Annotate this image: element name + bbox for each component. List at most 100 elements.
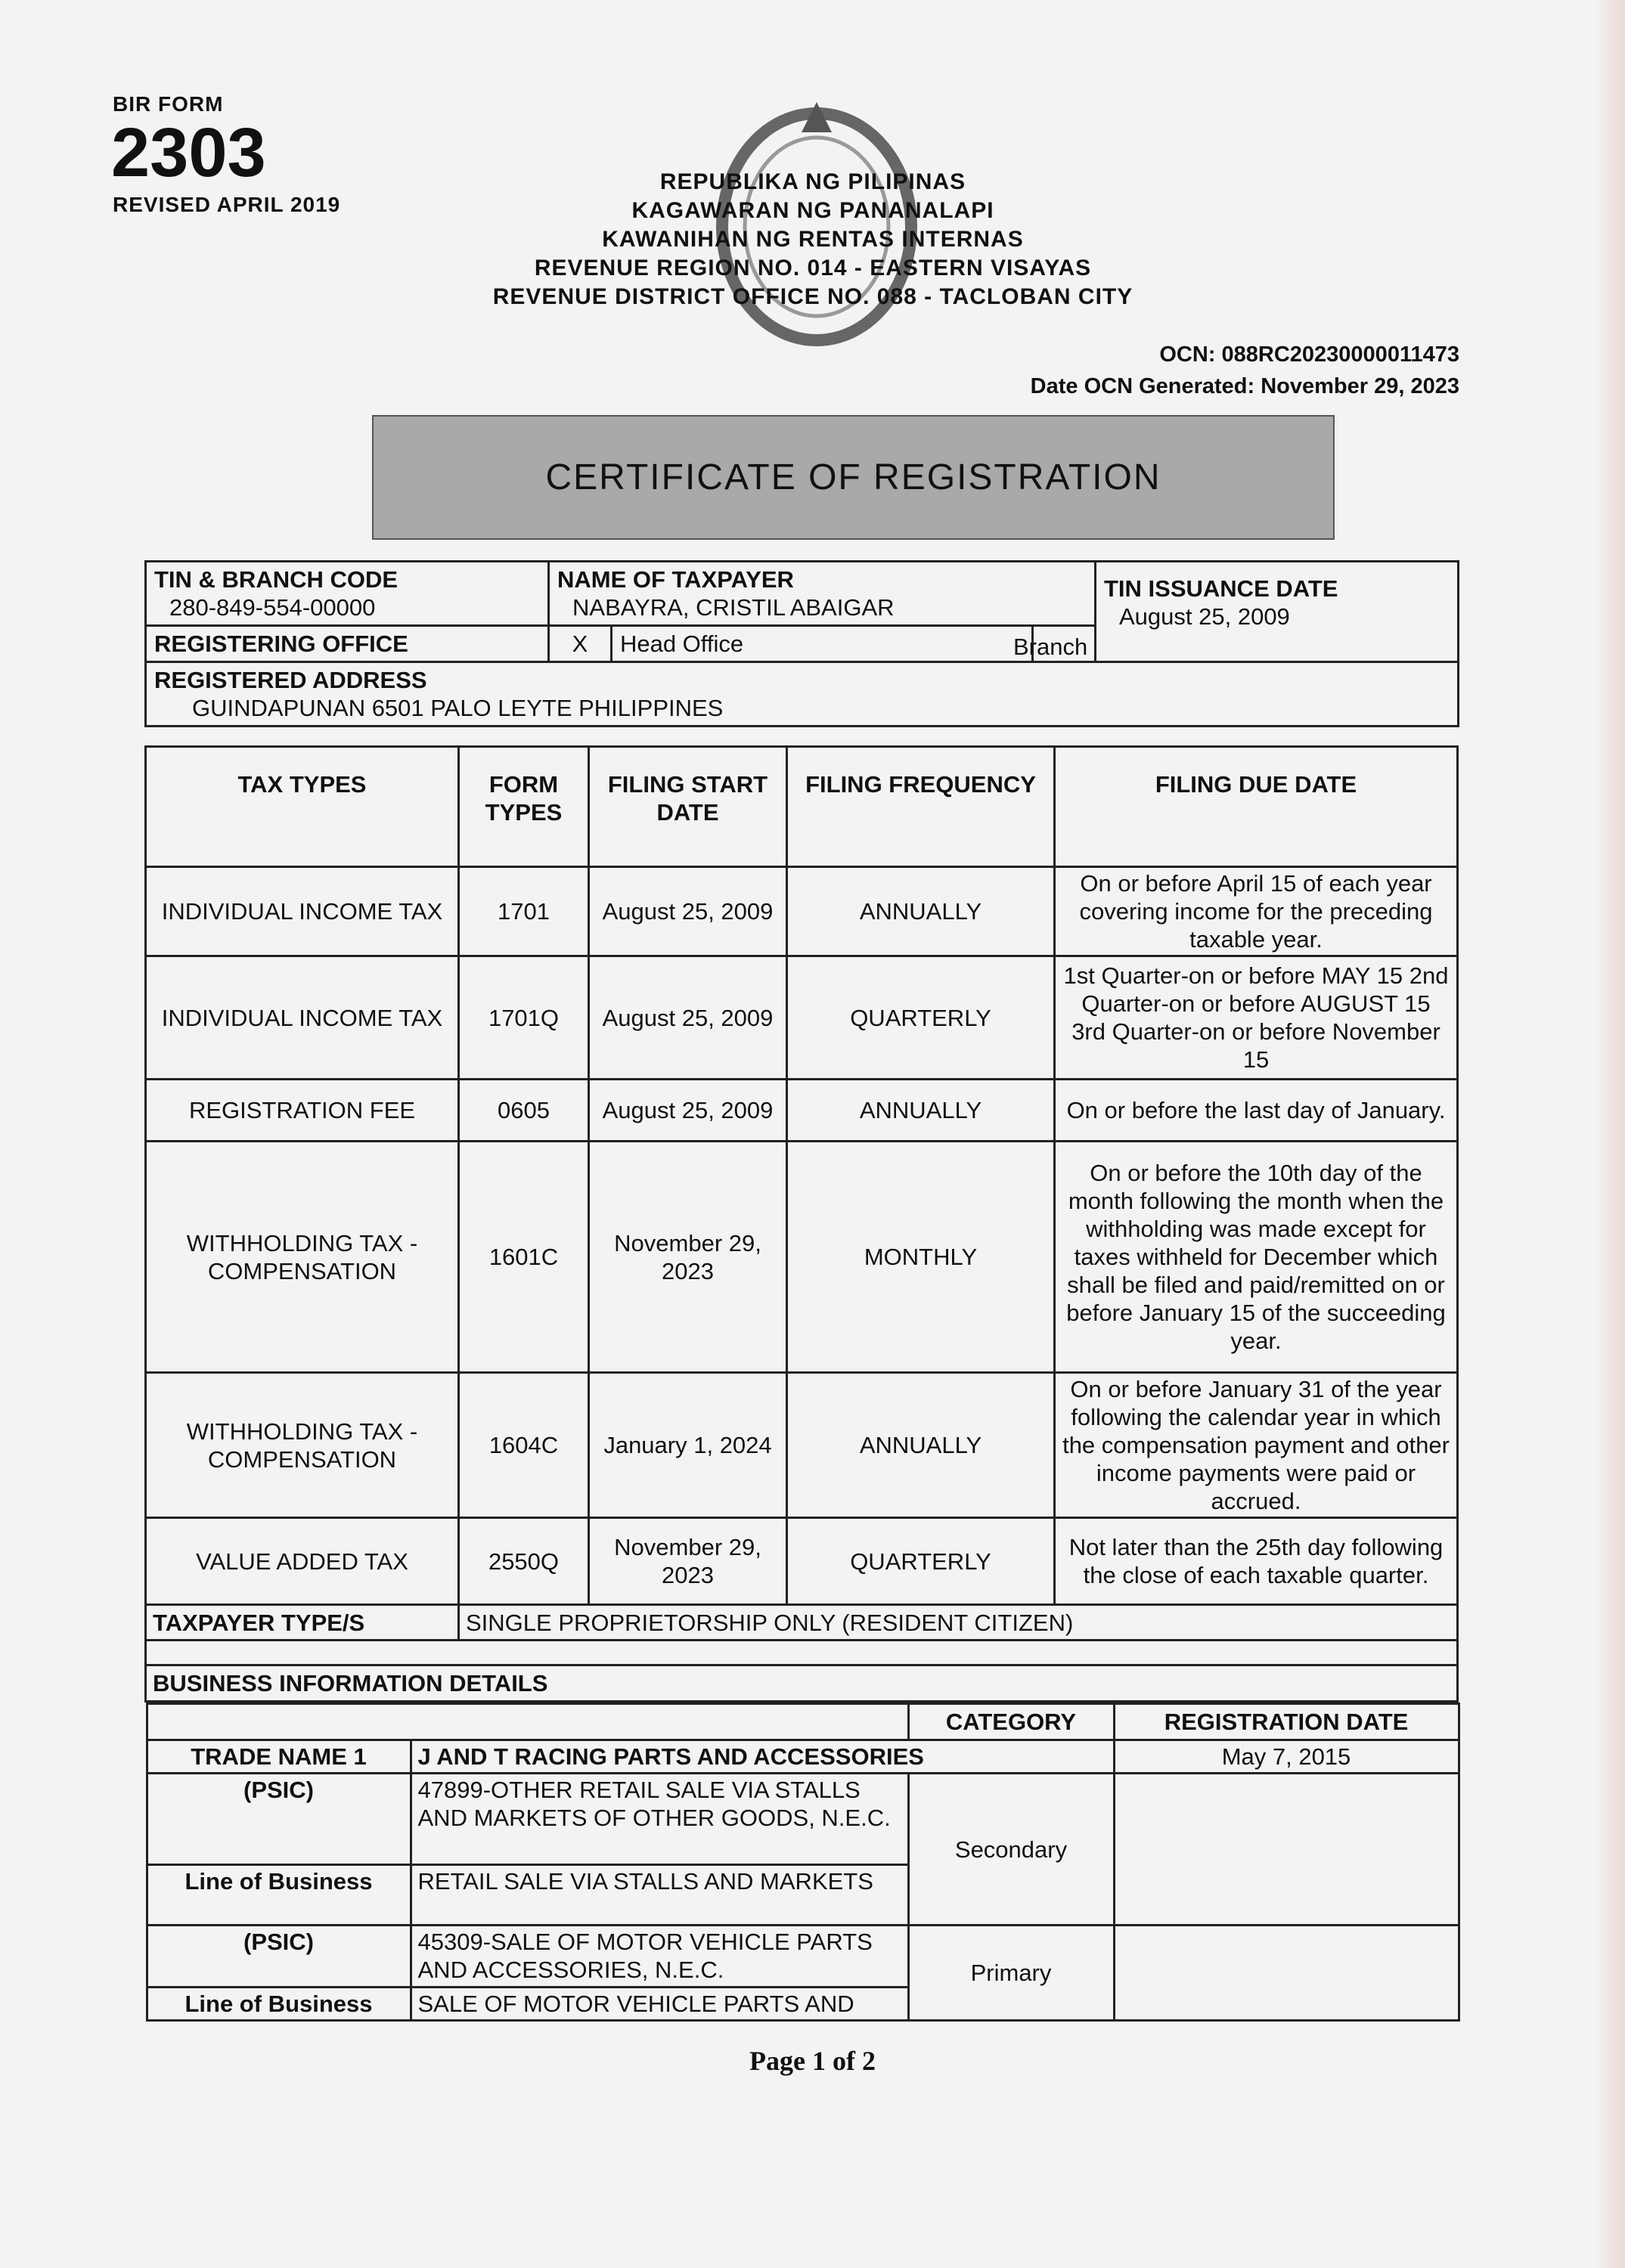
table-row: INDIVIDUAL INCOME TAX 1701Q August 25, 200… [144,955,1459,1080]
agency-header: REPUBLIKA NG PILIPINAS KAGAWARAN NG PANA… [378,168,1248,311]
issuance-value: August 25, 2009 [1119,603,1290,630]
spacer [144,1639,1459,1666]
form-type: 1701Q [457,955,590,1080]
psic-value: 45309-SALE OF MOTOR VEHICLE PARTS AND AC… [409,1924,910,1988]
line-of-business-row: Line of Business RETAIL SALE VIA STALLS A… [145,1864,1459,1926]
name-label: NAME OF TAXPAYER [557,566,794,593]
filing-due-date: On or before April 15 of each year cover… [1053,866,1459,957]
filing-start-date: August 25, 2009 [588,866,788,957]
blank [145,1703,910,1741]
filing-due-header: FILING DUE DATE [1053,745,1459,868]
paper-edge [1595,0,1625,2268]
header-line: KAGAWARAN NG PANANALAPI [631,198,994,223]
table-row: WITHHOLDING TAX - COMPENSATION 1604C Janua… [144,1371,1459,1519]
filing-due-date: On or before the last day of January. [1053,1078,1459,1142]
registration-date-header: REGISTRATION DATE [1112,1703,1460,1741]
psic-value: 47899-OTHER RETAIL SALE VIA STALLS AND M… [409,1772,910,1866]
tin-value: 280-849-554-00000 [169,594,376,621]
address-label: REGISTERED ADDRESS [154,667,427,693]
branch-checkbox[interactable] [1031,624,1096,663]
header-line: REVENUE REGION NO. 014 - EASTERN VISAYAS [534,256,1092,280]
tin-cell: TIN & BRANCH CODE 280-849-554-00000 [144,560,550,627]
form-type: 1601C [457,1140,590,1374]
trade-name-label: TRADE NAME 1 [145,1739,412,1774]
filing-start-header: FILING START DATE [588,745,788,868]
trade-name-value: J AND T RACING PARTS AND ACCESSORIES [409,1739,1115,1774]
category-value: Secondary [907,1772,1115,1926]
header-line: REVENUE DISTRICT OFFICE NO. 088 - TACLOB… [492,284,1133,309]
category-header-row: CATEGORY REGISTRATION DATE [145,1703,1460,1741]
filing-frequency: ANNUALLY [786,1371,1056,1519]
category-header: CATEGORY [907,1703,1115,1741]
lob-value: RETAIL SALE VIA STALLS AND MARKETS [409,1864,910,1926]
header-line: REPUBLIKA NG PILIPINAS [659,169,966,194]
filing-due-date: 1st Quarter-on or before MAY 15 2nd Quar… [1053,955,1459,1080]
tax-type: VALUE ADDED TAX [144,1517,460,1606]
filing-start-date: November 29, 2023 [588,1517,788,1606]
issuance-cell: TIN ISSUANCE DATE August 25, 2009 [1094,560,1459,663]
tax-type: INDIVIDUAL INCOME TAX [144,866,460,957]
filing-start-date: August 25, 2009 [588,1078,788,1142]
filing-frequency: QUARTERLY [786,955,1056,1080]
ocn-date: Date OCN Generated: November 29, 2023 [1030,374,1459,398]
certificate-title: CERTIFICATE OF REGISTRATION [372,415,1335,540]
registration-date-blank [1112,1924,1460,2022]
table-row: WITHHOLDING TAX - COMPENSATION 1601C Novem… [144,1140,1459,1374]
line-of-business-row: Line of Business SALE OF MOTOR VEHICLE PA… [145,1986,1459,2022]
form-type: 1604C [457,1371,590,1519]
filing-start-date: November 29, 2023 [588,1140,788,1374]
spacer-row [144,1639,1459,1666]
table-row: VALUE ADDED TAX 2550Q November 29, 2023 QUA… [144,1517,1459,1606]
office-label: REGISTERING OFFICE [144,624,550,663]
psic-label: (PSIC) [145,1772,412,1866]
form-revision: REVISED APRIL 2019 [113,193,341,216]
bir-seal-logo [716,102,917,346]
tax-type: WITHHOLDING TAX - COMPENSATION [144,1371,460,1519]
form-type: 0605 [457,1078,590,1142]
address-cell: REGISTERED ADDRESS GUINDAPUNAN 6501 PALO… [144,661,1459,727]
name-cell: NAME OF TAXPAYER NABAYRA, CRISTIL ABAIGA… [547,560,1096,627]
table-row: INDIVIDUAL INCOME TAX 1701 August 25, 2009… [144,866,1459,957]
form-label: BIR FORM [113,92,224,116]
filing-start-date: January 1, 2024 [588,1371,788,1519]
header-line: KAWANIHAN NG RENTAS INTERNAS [602,227,1024,252]
filing-frequency-header: FILING FREQUENCY [786,745,1056,868]
registration-date-blank [1112,1772,1460,1926]
table-header-row: TAX TYPES FORM TYPES FILING START DATE FILI… [144,745,1459,868]
ocn-number: OCN: 088RC20230000011473 [1159,342,1459,367]
filing-start-date: August 25, 2009 [588,955,788,1080]
taxpayer-type-label: TAXPAYER TYPE/S [144,1603,460,1641]
page-number: Page 1 of 2 [749,2046,876,2076]
filing-due-date: On or before January 31 of the year foll… [1053,1371,1459,1519]
lob-label: Line of Business [145,1986,412,2022]
branch-label: Branch [1013,634,1088,660]
tax-types-table: TAX TYPES FORM TYPES FILING START DATE FILI… [144,745,1460,2022]
taxpayer-type-row: TAXPAYER TYPE/S SINGLE PROPRIETORSHIP ONL… [144,1603,1459,1641]
ocn-block: OCN: 088RC20230000011473 Date OCN Genera… [1031,339,1459,402]
registration-date-value: May 7, 2015 [1112,1739,1460,1774]
form-type: 2550Q [457,1517,590,1606]
filing-frequency: MONTHLY [786,1140,1056,1374]
taxpayer-info-table: TIN & BRANCH CODE 280-849-554-00000 NAME… [144,560,1459,727]
tax-type: INDIVIDUAL INCOME TAX [144,955,460,1080]
psic-row: (PSIC) 45309-SALE OF MOTOR VEHICLE PARTS … [145,1924,1460,2022]
tin-label: TIN & BRANCH CODE [154,566,398,593]
tax-type: REGISTRATION FEE [144,1078,460,1142]
filing-frequency: ANNUALLY [786,866,1056,957]
tax-type: WITHHOLDING TAX - COMPENSATION [144,1140,460,1374]
business-section-row: BUSINESS INFORMATION DETAILS [144,1664,1459,1703]
head-office-checkbox[interactable]: X [547,624,612,663]
form-number: 2303 [111,114,266,191]
filing-due-date: Not later than the 25th day following th… [1053,1517,1459,1606]
psic-label: (PSIC) [145,1924,412,1988]
table-row: REGISTRATION FEE 0605 August 25, 2009 ANNUA… [144,1078,1459,1142]
name-value: NABAYRA, CRISTIL ABAIGAR [572,594,895,621]
address-value: GUINDAPUNAN 6501 PALO LEYTE PHILIPPINES [192,695,724,721]
form-type: 1701 [457,866,590,957]
category-value: Primary [907,1924,1115,2022]
head-office-label: Head Office [609,624,1034,663]
